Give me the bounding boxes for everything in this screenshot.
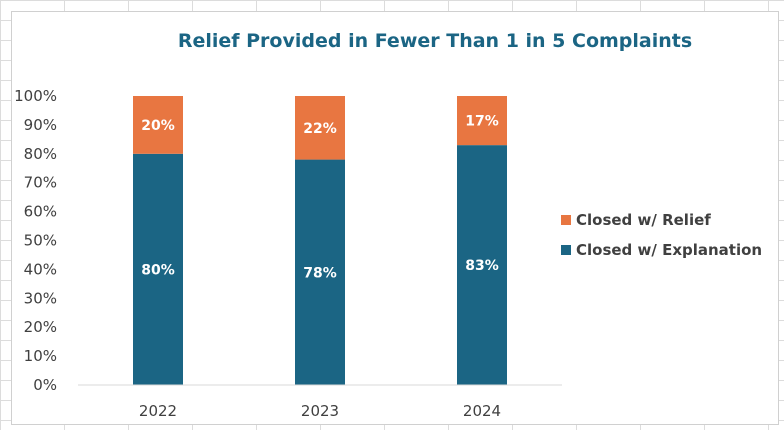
legend: Closed w/ Relief Closed w/ Explanation [561, 211, 762, 259]
chart-canvas: Relief Provided in Fewer Than 1 in 5 Com… [14, 30, 762, 420]
bar-segment-closed-w-explanation-2023 [295, 159, 345, 385]
bar-segment-closed-w-explanation-2022 [133, 153, 183, 385]
data-label: 78% [303, 265, 337, 281]
bar-segment-closed-w-relief-2023 [295, 96, 345, 160]
plot-area: 80% 20% 78% 22% 83% 17% [133, 96, 507, 385]
x-tick-label: 2022 [139, 402, 177, 420]
data-label: 83% [465, 258, 499, 274]
legend-label: Closed w/ Relief [576, 211, 711, 229]
legend-swatch [561, 215, 571, 225]
x-axis-labels: 2022 2023 2024 [139, 402, 501, 420]
data-label: 22% [303, 121, 337, 137]
y-tick-label: 30% [24, 289, 57, 307]
y-tick-label: 70% [24, 174, 57, 192]
y-tick-label: 60% [24, 203, 57, 221]
y-tick-label: 100% [14, 87, 57, 105]
chart-area: Relief Provided in Fewer Than 1 in 5 Com… [11, 11, 779, 425]
y-tick-label: 40% [24, 260, 57, 278]
x-tick-label: 2023 [301, 402, 339, 420]
y-tick-label: 80% [24, 145, 57, 163]
bar-segment-closed-w-explanation-2024 [457, 145, 507, 385]
bar-segment-closed-w-relief-2022 [133, 96, 183, 154]
data-label: 80% [141, 262, 175, 278]
y-tick-label: 50% [24, 232, 57, 250]
legend-label: Closed w/ Explanation [576, 241, 762, 259]
y-tick-label: 10% [24, 347, 57, 365]
y-tick-label: 90% [24, 116, 57, 134]
legend-swatch [561, 245, 571, 255]
y-tick-label: 0% [33, 376, 57, 394]
y-tick-label: 20% [24, 318, 57, 336]
data-label: 20% [141, 118, 175, 134]
data-label: 17% [465, 114, 499, 130]
chart-title: Relief Provided in Fewer Than 1 in 5 Com… [178, 30, 692, 52]
bar-segment-closed-w-relief-2024 [457, 96, 507, 146]
y-axis-ticks: 0% 10% 20% 30% 40% 50% 60% 70% 80% 90% 100% [14, 87, 57, 394]
x-tick-label: 2024 [463, 402, 501, 420]
